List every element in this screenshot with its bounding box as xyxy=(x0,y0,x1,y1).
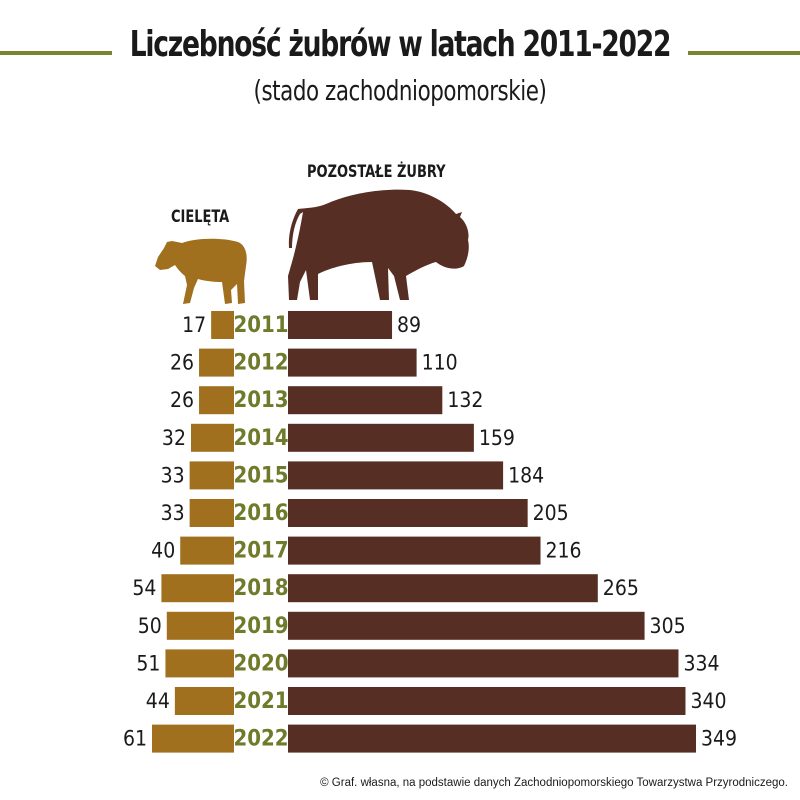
calves-value-label: 26 xyxy=(170,351,194,375)
others-value-label: 265 xyxy=(603,576,639,600)
calves-value-label: 33 xyxy=(161,463,185,487)
source-note: © Graf. własna, na podstawie danych Zach… xyxy=(320,777,788,789)
others-bar xyxy=(288,348,417,377)
others-bar xyxy=(288,423,474,452)
calves-value-label: 26 xyxy=(170,388,194,412)
calves-bar xyxy=(166,611,234,640)
calves-bar xyxy=(152,724,234,753)
bars-layer: 17 2011 89 26 2012 110 26 2013 132 32 2014 159 33 201… xyxy=(123,311,737,753)
others-value-label: 216 xyxy=(546,539,582,563)
calves-value-label: 61 xyxy=(123,727,147,751)
calves-value-label: 54 xyxy=(132,576,156,600)
year-label: 2018 xyxy=(233,576,288,601)
chart-subtitle: (stado zachodniopomorskie) xyxy=(253,74,547,107)
calves-bar xyxy=(199,386,234,415)
calves-bar xyxy=(174,687,234,715)
year-label: 2022 xyxy=(233,727,288,752)
others-bar xyxy=(288,461,504,490)
others-value-label: 340 xyxy=(690,689,726,713)
calves-value-label: 17 xyxy=(182,313,206,337)
others-value-label: 205 xyxy=(533,501,569,525)
year-label: 2015 xyxy=(233,463,288,488)
calf-icon xyxy=(155,238,247,304)
others-bar xyxy=(288,687,686,715)
year-label: 2012 xyxy=(233,351,288,376)
others-value-label: 159 xyxy=(479,426,515,450)
year-label: 2020 xyxy=(233,651,288,676)
calves-bar xyxy=(165,649,234,678)
others-bar xyxy=(288,311,393,339)
others-bar xyxy=(288,611,645,640)
others-bar xyxy=(288,386,443,415)
calves-bar xyxy=(189,499,234,527)
calves-bar xyxy=(190,423,234,452)
title-rule-left xyxy=(0,51,112,55)
bison-icon xyxy=(288,189,469,300)
calves-bar xyxy=(189,461,234,490)
year-label: 2014 xyxy=(233,426,288,451)
calves-value-label: 51 xyxy=(136,651,160,675)
calves-bar xyxy=(211,311,234,339)
calves-value-label: 32 xyxy=(162,426,186,450)
calves-series-label: CIELĘTA xyxy=(171,207,230,227)
year-label: 2016 xyxy=(233,501,288,526)
others-value-label: 349 xyxy=(701,727,737,751)
others-value-label: 89 xyxy=(397,313,421,337)
calves-value-label: 44 xyxy=(146,689,170,713)
others-value-label: 334 xyxy=(683,651,719,675)
calves-bar xyxy=(199,348,234,377)
year-label: 2019 xyxy=(233,614,288,639)
title-rule-right xyxy=(688,51,800,55)
calves-value-label: 40 xyxy=(151,539,175,563)
others-bar xyxy=(288,574,598,603)
calves-value-label: 50 xyxy=(138,614,162,638)
others-bar xyxy=(288,724,696,753)
calves-bar xyxy=(161,574,234,603)
year-label: 2011 xyxy=(233,313,288,338)
others-value-label: 110 xyxy=(422,351,458,375)
others-value-label: 184 xyxy=(508,463,544,487)
others-series-label: POZOSTAŁE ŻUBRY xyxy=(307,162,446,182)
calves-bar xyxy=(180,536,234,565)
others-bar xyxy=(288,649,679,678)
others-value-label: 305 xyxy=(650,614,686,638)
others-value-label: 132 xyxy=(447,388,483,412)
calves-value-label: 33 xyxy=(161,501,185,525)
year-label: 2017 xyxy=(233,539,288,564)
year-label: 2021 xyxy=(233,689,288,714)
chart-title: Liczebność żubrów w latach 2011-2022 xyxy=(129,24,672,65)
others-bar xyxy=(288,536,541,565)
others-bar xyxy=(288,499,528,527)
year-label: 2013 xyxy=(233,388,288,413)
